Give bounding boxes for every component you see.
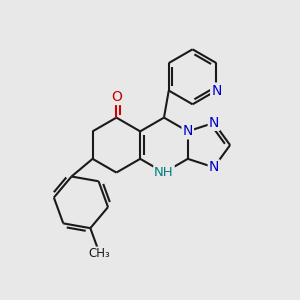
Text: N: N xyxy=(209,116,219,130)
Text: N: N xyxy=(183,124,193,138)
Text: NH: NH xyxy=(154,166,174,179)
Text: N: N xyxy=(209,160,219,174)
Text: N: N xyxy=(211,83,221,98)
Text: CH₃: CH₃ xyxy=(89,248,111,260)
Text: O: O xyxy=(111,90,122,104)
